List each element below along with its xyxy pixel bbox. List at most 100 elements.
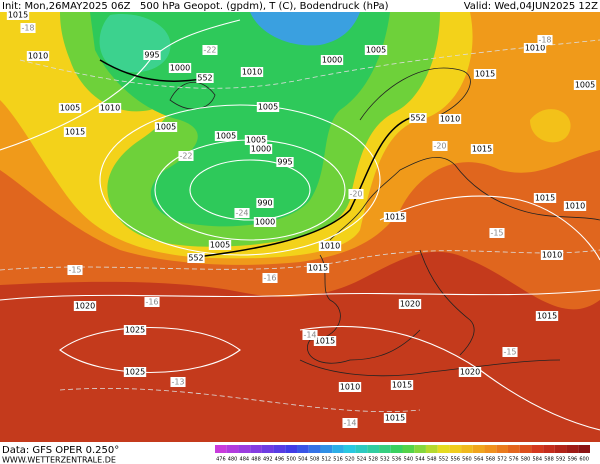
- isobar-label-bg: [26, 51, 50, 61]
- isobar-label-bg: [253, 217, 277, 227]
- temperature-label-bg: [342, 418, 358, 428]
- colorbar-swatch: [578, 445, 590, 453]
- temperature-label-bg: [234, 208, 250, 218]
- valid-time: Valid: Wed,04JUN2025 12Z: [464, 1, 598, 12]
- colorbar-swatch: [496, 445, 508, 453]
- colorbar-label: 556: [450, 457, 460, 463]
- contour-552-label: 552: [410, 114, 425, 123]
- colorbar-label: 560: [462, 457, 472, 463]
- isobar-label-bg: [320, 55, 344, 65]
- temperature-label-bg: [144, 297, 160, 307]
- colorbar-label: 536: [392, 457, 402, 463]
- colorbar-swatch: [238, 445, 251, 453]
- colorbar-swatch: [531, 445, 544, 453]
- colorbar-swatch: [437, 445, 450, 453]
- isobar-label-bg: [523, 43, 547, 53]
- colorbar-swatch: [484, 445, 497, 453]
- isobar-label: 1010: [525, 44, 545, 53]
- isobar-label-bg: [306, 263, 330, 273]
- data-source: Data: GFS OPER 0.250°: [2, 445, 119, 456]
- isobar-label-bg: [318, 241, 342, 251]
- colorbar-swatch: [379, 445, 391, 453]
- init-time: Init: Mon,26MAY2025 06Z: [2, 1, 131, 12]
- colorbar-label: 524: [357, 457, 367, 463]
- isobar-label-bg: [364, 45, 388, 55]
- isobar-label-bg: [143, 50, 161, 60]
- temperature-label: -16: [145, 298, 158, 307]
- colorbar-label: 564: [474, 457, 484, 463]
- isobar-label: 1010: [565, 202, 585, 211]
- isobar-label: 1005: [258, 103, 278, 112]
- colorbar-swatch: [367, 445, 380, 453]
- temperature-label: -16: [263, 274, 276, 283]
- isotherms: [0, 39, 600, 412]
- map-field-warm-spot: [530, 109, 571, 143]
- temperature-label: -15: [503, 348, 516, 357]
- isobar-label: 1020: [460, 368, 480, 377]
- colorbar-swatch: [449, 445, 462, 453]
- colorbar-label: 572: [497, 457, 507, 463]
- colorbar-label: 488: [251, 457, 261, 463]
- isobar-label: 990: [257, 199, 272, 208]
- isobar-label-bg: [276, 157, 294, 167]
- colorbar-swatch: [273, 445, 286, 453]
- isobar-label: 1015: [65, 128, 85, 137]
- temperature-label: -14: [343, 419, 356, 428]
- temperature-label-bg: [67, 265, 83, 275]
- isobar-label: 1015: [537, 312, 557, 321]
- isobar-label-bg: [256, 102, 280, 112]
- isobar-label: 995: [144, 51, 159, 60]
- isobar-label: 1010: [340, 383, 360, 392]
- isobar-label-bg: [535, 311, 559, 321]
- colorbar-label: 504: [298, 457, 308, 463]
- colorbar-swatch: [343, 445, 356, 453]
- colorbar-label: 548: [427, 457, 437, 463]
- colorbar-label: 528: [368, 457, 378, 463]
- temperature-label-bg: [302, 330, 318, 340]
- isobar-label: 1010: [440, 115, 460, 124]
- isobar-label-bg: [563, 201, 587, 211]
- colorbar-label: 544: [415, 457, 425, 463]
- isobar-label: 1015: [308, 264, 328, 273]
- isobar-label: 1005: [60, 104, 80, 113]
- isobar-label-bg: [473, 69, 497, 79]
- temperature-label: -24: [235, 209, 248, 218]
- isobar-label-bg: [123, 367, 147, 377]
- isobar-label: 1015: [8, 11, 28, 20]
- isobar-label-bg: [256, 198, 274, 208]
- isobar-label-bg: [240, 67, 264, 77]
- colorbar-label: 484: [240, 457, 250, 463]
- temperature-label-bg: [262, 273, 278, 283]
- isobar-label: 1015: [315, 337, 335, 346]
- colorbar-swatch: [250, 445, 262, 453]
- isobar-label: 1025: [125, 368, 145, 377]
- colorbar-label: 532: [380, 457, 390, 463]
- isobar-label-bg: [573, 80, 597, 90]
- temperature-label: -14: [303, 331, 316, 340]
- map-field-blue: [250, 12, 360, 46]
- isobar-label: 1005: [575, 81, 595, 90]
- colorbar-swatch: [332, 445, 344, 453]
- isobar-label: 1005: [156, 123, 176, 132]
- isobar-label: 1015: [385, 213, 405, 222]
- temperature-label: -15: [490, 229, 503, 238]
- isobar-label-bg: [98, 103, 122, 113]
- colorbar-swatch: [461, 445, 473, 453]
- colorbar-label: 492: [263, 457, 273, 463]
- temperature-label: -22: [203, 46, 216, 55]
- temperature-label-bg: [202, 45, 218, 55]
- colorbar-label: 552: [439, 457, 449, 463]
- temperature-label-bg: [20, 23, 36, 33]
- isobar-label: 1010: [320, 242, 340, 251]
- colorbar-label: 596: [568, 457, 578, 463]
- map-field-dark-green: [90, 12, 390, 227]
- temperature-label-bg: [170, 377, 186, 387]
- colorbar-label: 588: [544, 457, 554, 463]
- isobar-label: 1020: [75, 302, 95, 311]
- temperature-label-bg: [502, 347, 518, 357]
- isobar-label: 1005: [216, 132, 236, 141]
- isobar-label-bg: [6, 10, 30, 20]
- isobar-label-bg: [383, 413, 407, 423]
- temperature-label: -22: [179, 152, 192, 161]
